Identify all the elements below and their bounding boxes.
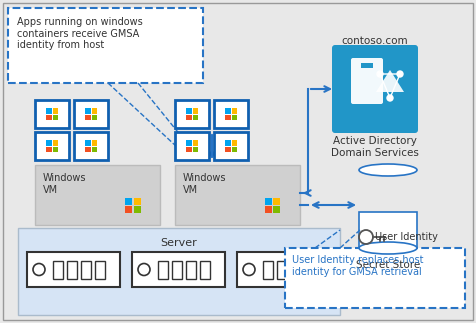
Bar xyxy=(358,212,416,248)
Bar xyxy=(186,147,191,152)
Bar xyxy=(172,261,182,278)
Circle shape xyxy=(396,71,402,77)
Bar xyxy=(192,140,198,145)
Bar xyxy=(85,140,90,145)
Bar xyxy=(231,114,237,120)
Bar xyxy=(262,261,272,278)
FancyBboxPatch shape xyxy=(35,100,69,128)
Bar xyxy=(133,197,140,204)
FancyBboxPatch shape xyxy=(175,165,299,225)
Bar xyxy=(290,261,300,278)
Bar xyxy=(186,114,191,120)
Bar xyxy=(225,140,230,145)
Bar xyxy=(91,147,97,152)
FancyBboxPatch shape xyxy=(175,100,208,128)
FancyBboxPatch shape xyxy=(175,132,208,160)
FancyBboxPatch shape xyxy=(8,8,203,83)
Bar xyxy=(231,140,237,145)
Bar xyxy=(52,114,58,120)
Bar xyxy=(225,114,230,120)
Bar xyxy=(360,63,372,68)
Circle shape xyxy=(376,71,382,77)
FancyBboxPatch shape xyxy=(27,252,120,287)
Bar xyxy=(85,108,90,113)
FancyBboxPatch shape xyxy=(132,252,225,287)
FancyBboxPatch shape xyxy=(237,252,329,287)
Bar xyxy=(46,114,51,120)
Bar xyxy=(192,147,198,152)
Bar xyxy=(225,147,230,152)
Bar xyxy=(265,206,271,213)
Bar xyxy=(125,206,132,213)
Text: Windows
VM: Windows VM xyxy=(183,173,226,194)
Bar xyxy=(91,108,97,113)
Bar xyxy=(91,114,97,120)
Bar xyxy=(46,140,51,145)
Bar xyxy=(231,147,237,152)
FancyBboxPatch shape xyxy=(74,132,108,160)
Bar xyxy=(186,108,191,113)
Bar xyxy=(304,261,314,278)
Text: Active Directory
Domain Services: Active Directory Domain Services xyxy=(330,136,418,158)
Text: Windows
VM: Windows VM xyxy=(43,173,86,194)
Bar xyxy=(158,261,168,278)
Bar xyxy=(265,197,271,204)
Bar xyxy=(52,147,58,152)
Bar xyxy=(273,197,280,204)
Text: contoso.com: contoso.com xyxy=(341,36,407,46)
Bar xyxy=(273,206,280,213)
Ellipse shape xyxy=(358,242,416,254)
FancyBboxPatch shape xyxy=(35,132,69,160)
Bar xyxy=(231,108,237,113)
Bar xyxy=(95,261,105,278)
Bar xyxy=(192,114,198,120)
FancyBboxPatch shape xyxy=(3,3,472,320)
Text: User Identity: User Identity xyxy=(374,232,437,242)
Bar xyxy=(52,140,58,145)
Bar xyxy=(52,108,58,113)
Text: User Identity replaces host
identity for GMSA retrieval: User Identity replaces host identity for… xyxy=(291,255,423,276)
Bar xyxy=(53,261,63,278)
Polygon shape xyxy=(375,70,403,92)
Bar xyxy=(225,108,230,113)
Bar xyxy=(81,261,91,278)
Bar xyxy=(192,108,198,113)
FancyBboxPatch shape xyxy=(214,100,248,128)
Text: Server: Server xyxy=(160,238,197,248)
Ellipse shape xyxy=(358,164,416,176)
Bar xyxy=(199,261,209,278)
FancyBboxPatch shape xyxy=(350,58,382,104)
FancyBboxPatch shape xyxy=(74,100,108,128)
Bar xyxy=(186,140,191,145)
FancyBboxPatch shape xyxy=(35,165,159,225)
Text: Apps running on windows
containers receive GMSA
identity from host: Apps running on windows containers recei… xyxy=(17,17,142,50)
FancyBboxPatch shape xyxy=(214,132,248,160)
Bar xyxy=(85,114,90,120)
FancyBboxPatch shape xyxy=(18,228,339,315)
Bar xyxy=(46,147,51,152)
Bar xyxy=(125,197,132,204)
Bar xyxy=(46,108,51,113)
Bar xyxy=(91,140,97,145)
Bar xyxy=(277,261,287,278)
FancyBboxPatch shape xyxy=(331,45,417,133)
FancyBboxPatch shape xyxy=(284,248,464,308)
Bar xyxy=(186,261,196,278)
Bar xyxy=(133,206,140,213)
Text: Secret Store: Secret Store xyxy=(355,260,419,270)
Bar xyxy=(85,147,90,152)
Circle shape xyxy=(386,95,392,101)
Bar xyxy=(67,261,77,278)
